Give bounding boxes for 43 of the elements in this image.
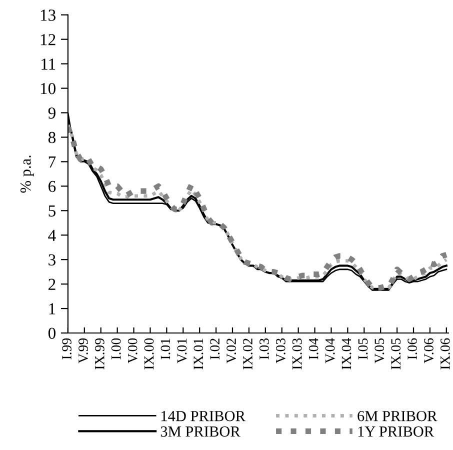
x-tick-label: I.02 — [210, 338, 220, 360]
y-tick-label: 6 — [48, 180, 56, 192]
legend-label: 1Y PRIBOR — [358, 426, 434, 437]
x-tick-label: V.02 — [226, 338, 236, 364]
y-tick-label: 7 — [48, 156, 56, 168]
x-tick-label: V.00 — [128, 338, 138, 364]
y-tick-label: 13 — [40, 10, 56, 21]
x-tick-label: I.01 — [160, 338, 170, 360]
x-tick-label: IX.06 — [440, 338, 450, 370]
y-tick-label: 4 — [48, 230, 56, 241]
y-tick-label: 3 — [48, 254, 56, 266]
x-tick-label: IX.04 — [342, 338, 352, 370]
y-tick-label: 5 — [48, 206, 56, 217]
x-tick-label: V.03 — [276, 338, 286, 364]
x-tick-label: IX.03 — [292, 338, 302, 370]
legend-label: 14D PRIBOR — [162, 410, 246, 422]
x-tick-label: V.06 — [424, 338, 434, 364]
y-axis-title: % p.a. — [20, 156, 34, 193]
x-tick-label: V.04 — [325, 338, 335, 364]
y-tick-label: 11 — [42, 58, 56, 70]
legend-label: 3M PRIBOR — [160, 426, 240, 437]
x-tick-label: V.05 — [374, 338, 384, 364]
x-tick-label: I.00 — [111, 338, 121, 360]
x-tick-label: I.04 — [308, 338, 318, 360]
x-tick-label: IX.05 — [391, 338, 401, 370]
x-tick-label: V.01 — [177, 338, 187, 364]
y-tick-label: 9 — [48, 107, 56, 119]
y-tick-label: 10 — [40, 82, 56, 94]
x-tick-label: I.03 — [260, 338, 269, 360]
y-tick-label: 8 — [48, 132, 56, 144]
x-tick-label: I.05 — [358, 338, 368, 360]
x-tick-label: I.06 — [408, 338, 418, 360]
legend-label: 6M PRIBOR — [358, 410, 438, 422]
x-tick-label: I.99 — [62, 338, 72, 360]
x-tick-label: IX.00 — [144, 338, 154, 370]
x-tick-label: V.99 — [78, 338, 88, 364]
x-tick-label: IX.01 — [194, 338, 204, 370]
y-tick-label: 2 — [48, 278, 56, 290]
y-tick-label: 0 — [48, 328, 56, 339]
y-tick-label: 12 — [40, 34, 56, 46]
x-tick-label: IX.02 — [243, 338, 252, 370]
x-tick-label: IX.99 — [95, 338, 104, 370]
y-tick-label: 1 — [49, 303, 56, 314]
